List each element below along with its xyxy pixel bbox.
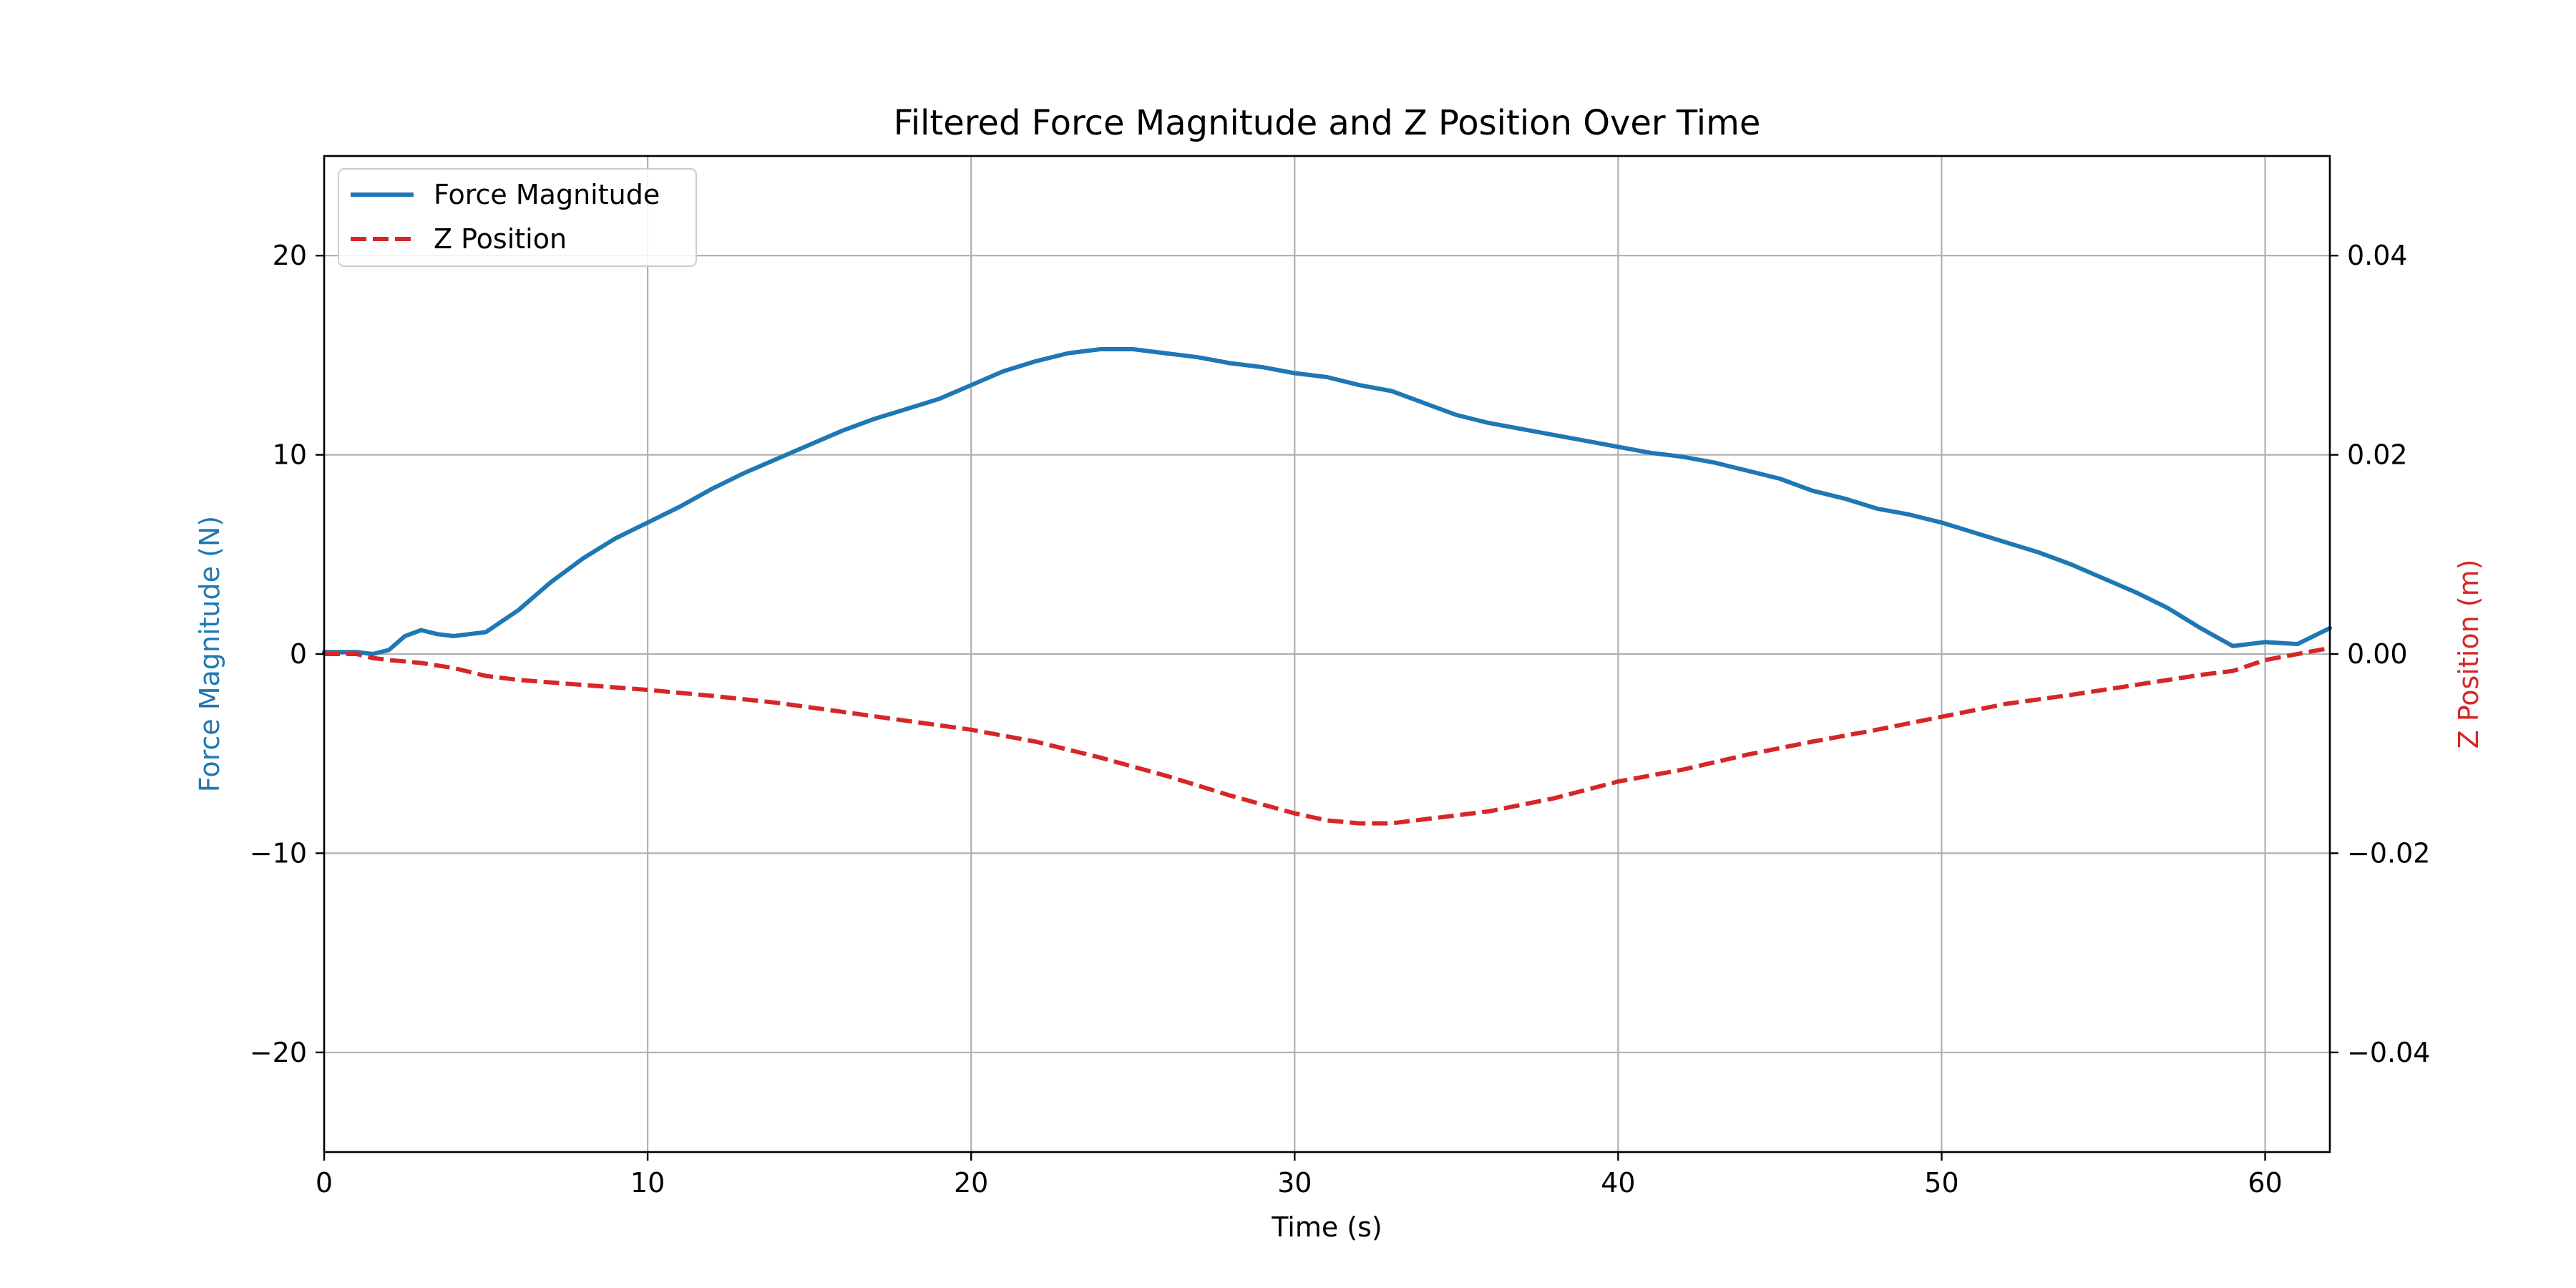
- x-tick-label: 40: [1601, 1167, 1635, 1199]
- legend-box: [338, 168, 697, 267]
- y-right-tick-label: −0.02: [2347, 837, 2430, 869]
- y-right-axis-label: Z Position (m): [2453, 560, 2484, 749]
- y-right-tick-label: −0.04: [2347, 1037, 2430, 1068]
- chart-title: Filtered Force Magnitude and Z Position …: [894, 103, 1761, 143]
- y-left-tick-label: 20: [273, 240, 307, 271]
- force-magnitude-line: [322, 347, 2332, 656]
- y-right-tick-label: 0.04: [2347, 240, 2408, 271]
- x-tick-label: 60: [2248, 1167, 2282, 1199]
- legend: Force Magnitude Z Position: [338, 168, 697, 267]
- y-left-tick-label: 0: [290, 638, 307, 670]
- x-tick-label: 50: [1924, 1167, 1958, 1199]
- x-tick-label: 30: [1277, 1167, 1312, 1199]
- y-left-axis-label: Force Magnitude (N): [194, 516, 225, 792]
- y-right-tick-label: 0.00: [2347, 638, 2408, 670]
- y-right-tick-label: 0.02: [2347, 439, 2408, 471]
- y-left-tick-label: 10: [273, 439, 307, 471]
- y-left-tick-label: −10: [250, 837, 307, 869]
- legend-label-force: Force Magnitude: [434, 179, 660, 210]
- x-tick-label: 0: [316, 1167, 333, 1199]
- grid-layer: [323, 156, 2330, 1152]
- z-position-line: [324, 645, 2331, 826]
- legend-label-z-position: Z Position: [434, 223, 567, 255]
- ticks-layer: 0 10 20 30 40 50 60 −20 −10 0 10 20 −0.04 −0.02 0.00 0.…: [250, 240, 2431, 1199]
- series-layer: [322, 347, 2332, 826]
- y-left-tick-label: −20: [250, 1037, 307, 1068]
- x-tick-label: 20: [954, 1167, 988, 1199]
- x-axis-label: Time (s): [1271, 1211, 1382, 1243]
- x-tick-label: 10: [630, 1167, 665, 1199]
